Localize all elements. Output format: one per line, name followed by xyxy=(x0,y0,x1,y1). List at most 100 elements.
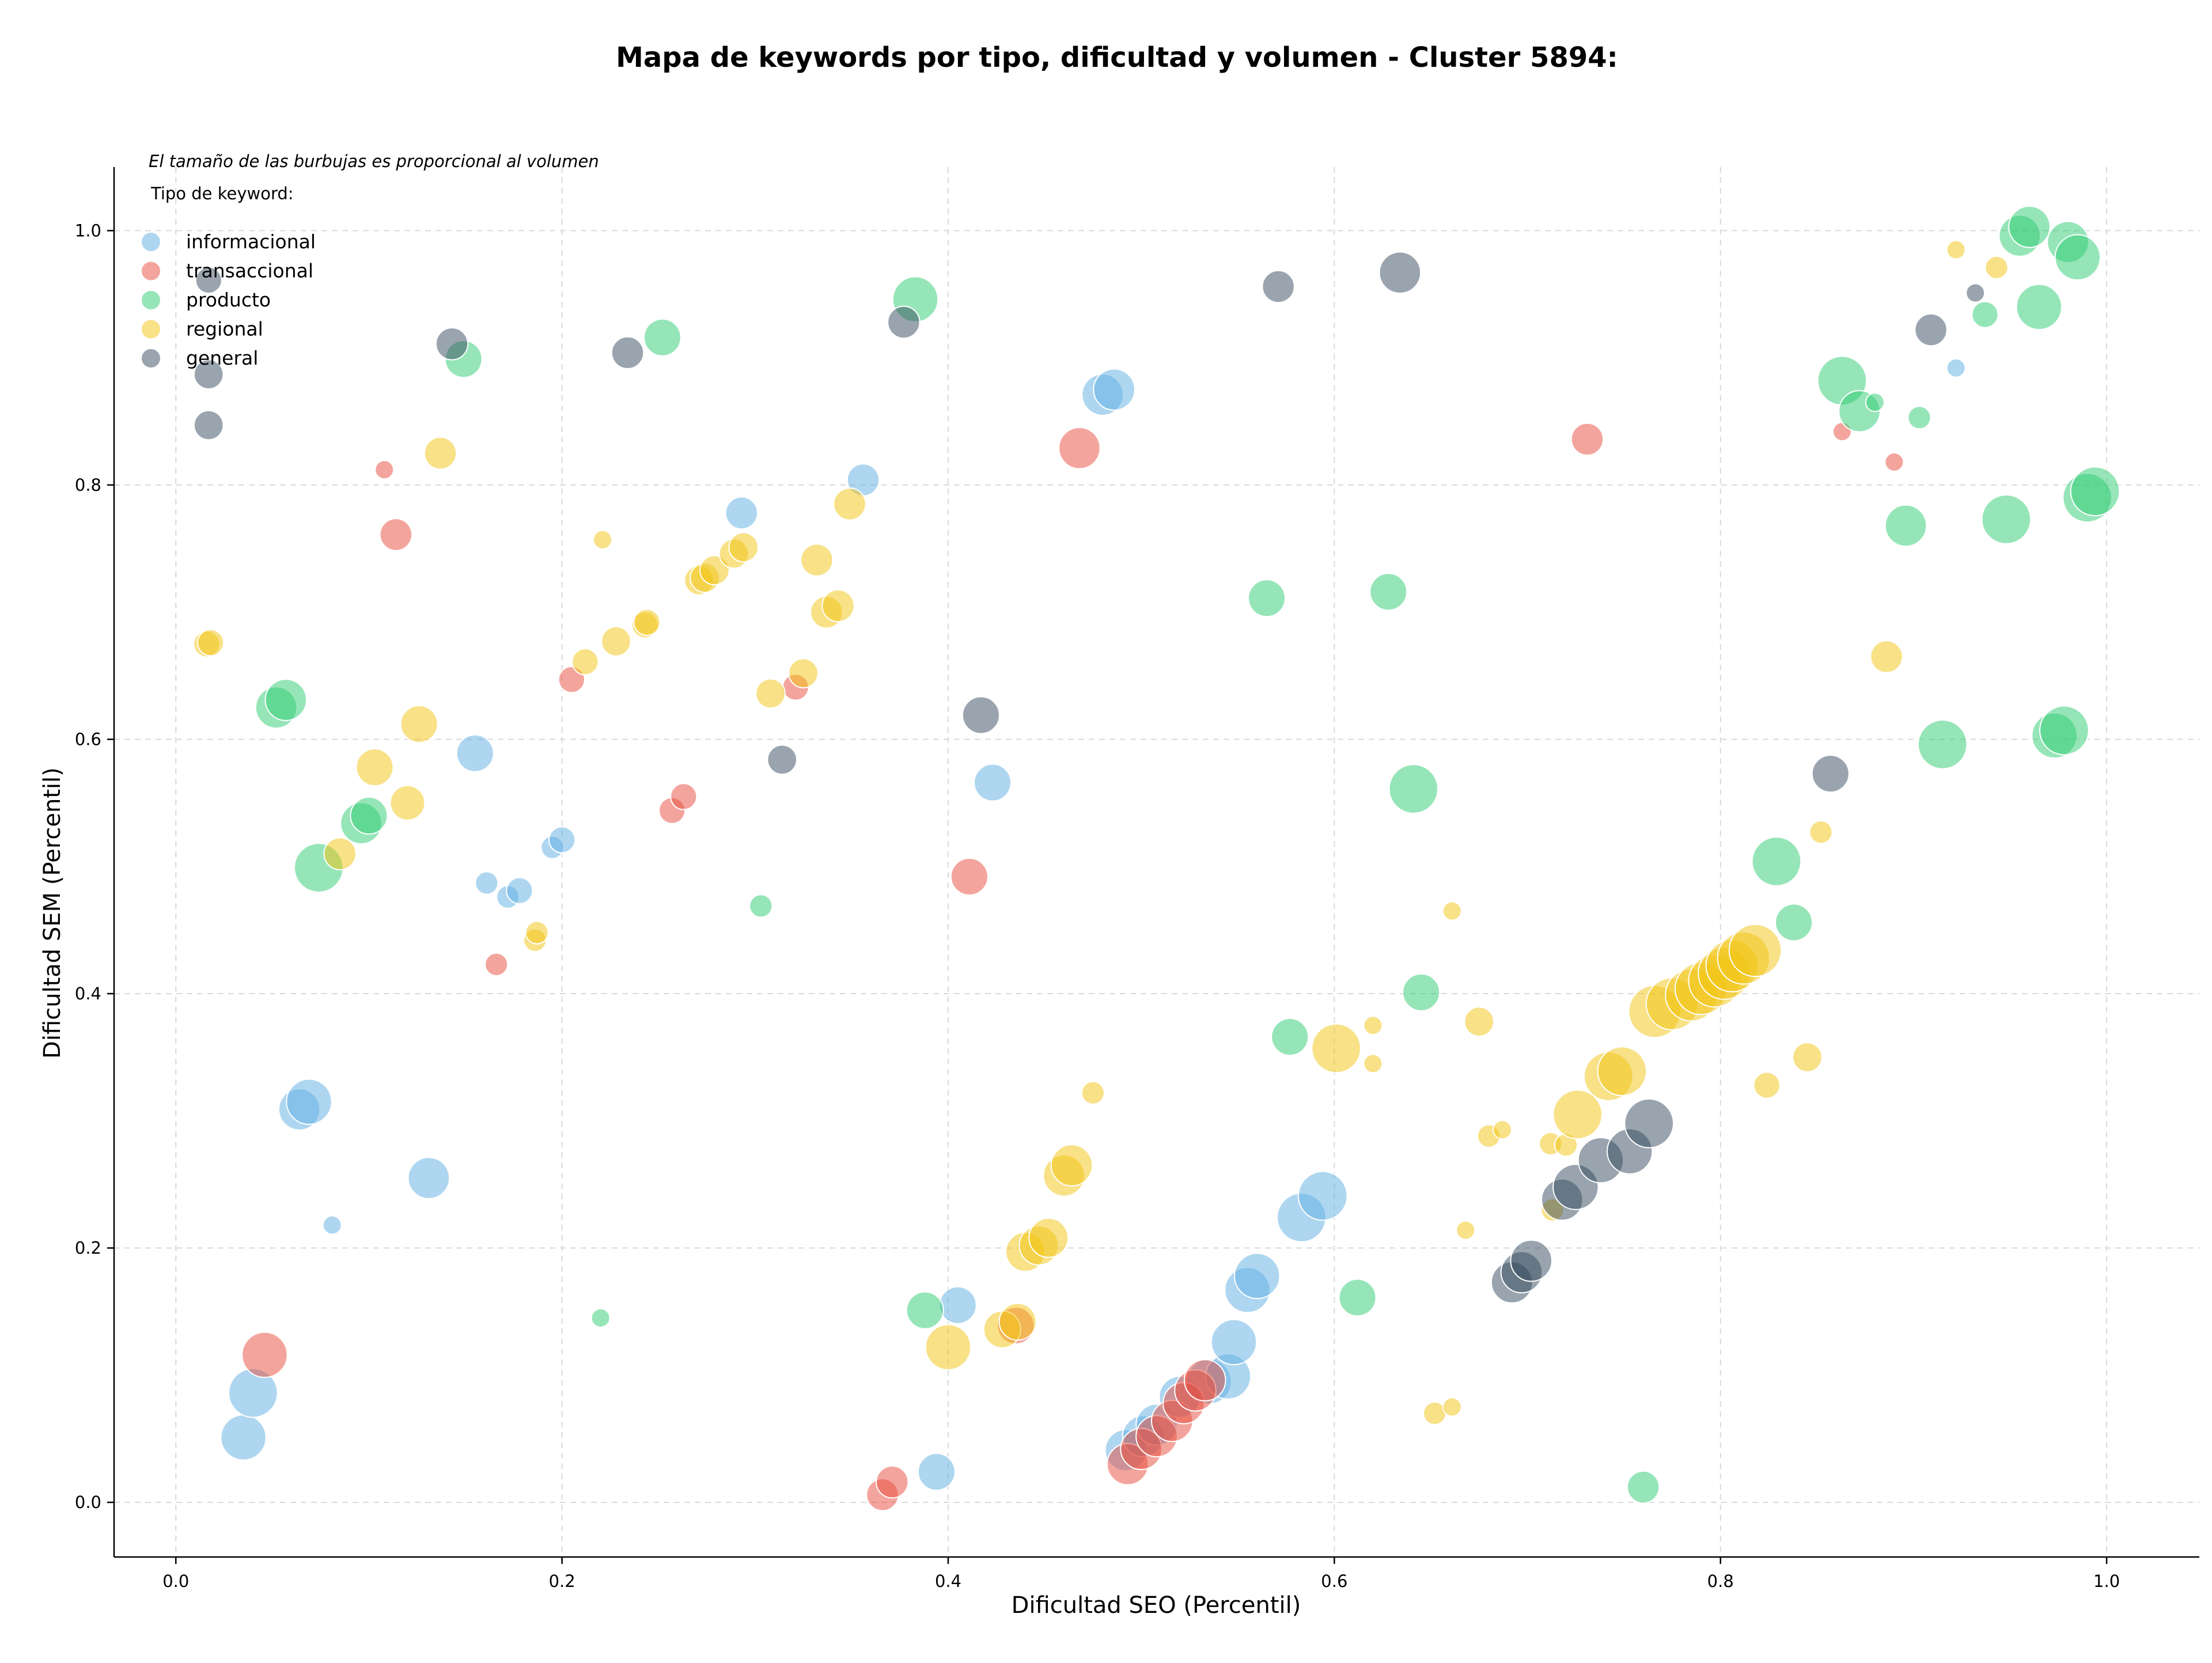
x-tick-label-1: 0.2 xyxy=(549,1571,575,1591)
bubble-producto-23 xyxy=(1884,504,1927,547)
bubble-regional-27 xyxy=(998,1302,1037,1341)
legend: informacional transaccional producto region… xyxy=(141,230,316,369)
bubble-transaccional-3 xyxy=(484,952,509,976)
bubble-general-1 xyxy=(193,359,224,390)
bubble-informacional-30 xyxy=(1946,358,1966,378)
bubble-regional-34 xyxy=(1311,1023,1362,1074)
bubble-regional-13 xyxy=(633,608,661,636)
bubble-regional-41 xyxy=(1464,1006,1495,1037)
bubble-transaccional-12 xyxy=(1058,427,1101,469)
bubble-producto-27 xyxy=(1981,494,2032,544)
bubble-producto-4 xyxy=(350,796,388,835)
bubble-informacional-11 xyxy=(548,826,576,854)
legend-marker-transaccional xyxy=(141,260,161,282)
bubble-informacional-16 xyxy=(974,763,1012,802)
bubble-producto-15 xyxy=(1388,764,1439,814)
bubble-regional-11 xyxy=(601,626,631,657)
bubble-producto-8 xyxy=(749,894,773,918)
bubble-informacional-3 xyxy=(286,1078,332,1125)
bubble-general-7 xyxy=(961,696,1000,734)
bubble-transaccional-2 xyxy=(379,518,413,551)
bubble-informacional-9 xyxy=(506,877,533,904)
bubble-regional-35 xyxy=(1363,1054,1383,1074)
bubble-regional-8 xyxy=(525,920,549,945)
bubble-informacional-25 xyxy=(1210,1319,1257,1366)
bubble-general-8 xyxy=(1262,270,1295,304)
bubble-regional-18 xyxy=(728,532,759,563)
bubble-transaccional-1 xyxy=(374,460,395,480)
bubble-regional-23 xyxy=(821,589,855,623)
grid-lines xyxy=(114,167,2199,1557)
legend-marker-informacional xyxy=(141,232,161,252)
bubble-regional-47 xyxy=(1552,1089,1603,1140)
bubble-regional-30 xyxy=(1028,1217,1069,1258)
bubble-producto-32 xyxy=(2039,705,2089,756)
y-tick-label-2: 0.4 xyxy=(75,984,101,1003)
bubble-regional-16 xyxy=(699,555,730,586)
bubble-transaccional-19 xyxy=(1184,1359,1226,1401)
series-informacional xyxy=(220,358,1966,1491)
bubble-regional-19 xyxy=(755,678,786,709)
bubble-general-2 xyxy=(193,410,224,441)
bubble-general-17 xyxy=(1624,1098,1675,1149)
bubble-general-18 xyxy=(1811,755,1850,793)
bubble-transaccional-10 xyxy=(950,857,988,896)
bubble-informacional-12 xyxy=(725,496,759,530)
bubble-regional-2 xyxy=(323,837,357,870)
bubble-regional-64 xyxy=(1984,255,2009,280)
bubble-general-6 xyxy=(887,305,921,339)
bubble-regional-39 xyxy=(1442,901,1462,921)
bubble-regional-25 xyxy=(925,1324,972,1370)
bubble-informacional-7 xyxy=(475,871,499,895)
bubble-regional-20 xyxy=(788,658,819,688)
series-general xyxy=(193,251,1986,1304)
bubble-regional-36 xyxy=(1363,1016,1383,1036)
bubble-producto-14 xyxy=(1369,573,1408,611)
legend-label-informacional: informacional xyxy=(186,230,316,253)
bubbles xyxy=(193,205,2120,1512)
bubble-general-4 xyxy=(611,336,645,370)
bubble-informacional-29 xyxy=(1297,1170,1348,1221)
x-axis-label: Dificultad SEO (Percentil) xyxy=(1012,1592,1301,1619)
bubble-informacional-0 xyxy=(220,1414,267,1461)
bubble-transaccional-0 xyxy=(241,1331,288,1378)
bubble-informacional-14 xyxy=(917,1453,956,1491)
y-tick-label-0: 0.0 xyxy=(75,1492,101,1512)
y-tick-label-1: 0.2 xyxy=(75,1238,101,1258)
legend-marker-producto xyxy=(141,290,161,310)
axes: 0.0 0.2 0.4 0.6 0.8 1.0 0.0 0.2 0.4 0.6 0.8 1.0 xyxy=(75,167,2199,1591)
bubble-regional-43 xyxy=(1492,1120,1512,1140)
bubble-regional-61 xyxy=(1809,820,1833,844)
series-regional xyxy=(193,240,2009,1426)
legend-label-regional: regional xyxy=(186,318,263,340)
bubble-general-5 xyxy=(767,744,798,775)
bubble-regional-6 xyxy=(423,437,457,470)
x-tick-label-0: 0.0 xyxy=(162,1571,189,1591)
bubble-producto-24 xyxy=(1907,406,1931,430)
bubble-producto-26 xyxy=(1971,301,1999,328)
bubble-general-0 xyxy=(195,266,222,294)
legend-marker-regional xyxy=(141,319,161,340)
bubble-regional-5 xyxy=(400,704,438,743)
bubble-regional-24 xyxy=(833,487,866,521)
bubble-producto-17 xyxy=(1626,1470,1660,1504)
bubble-regional-9 xyxy=(571,648,599,676)
bubble-producto-7 xyxy=(590,1308,611,1328)
bubble-transaccional-6 xyxy=(670,783,698,810)
bubble-general-12 xyxy=(1510,1239,1553,1282)
size-note: El tamaño de las burbujas es proporciona… xyxy=(149,151,599,171)
bubble-producto-29 xyxy=(2008,205,2051,248)
bubble-regional-33 xyxy=(1081,1081,1105,1105)
bubble-transaccional-22 xyxy=(1884,452,1904,472)
bubble-informacional-5 xyxy=(407,1157,450,1199)
bubble-informacional-4 xyxy=(322,1215,342,1235)
series-producto xyxy=(255,205,2120,1504)
legend-label-producto: producto xyxy=(186,289,271,311)
legend-title: Tipo de keyword: xyxy=(150,184,294,203)
bubble-producto-19 xyxy=(1775,903,1813,942)
bubble-regional-32 xyxy=(1050,1144,1093,1187)
legend-marker-general xyxy=(141,348,161,369)
bubble-producto-18 xyxy=(1751,836,1802,887)
bubble-informacional-27 xyxy=(1234,1252,1281,1300)
